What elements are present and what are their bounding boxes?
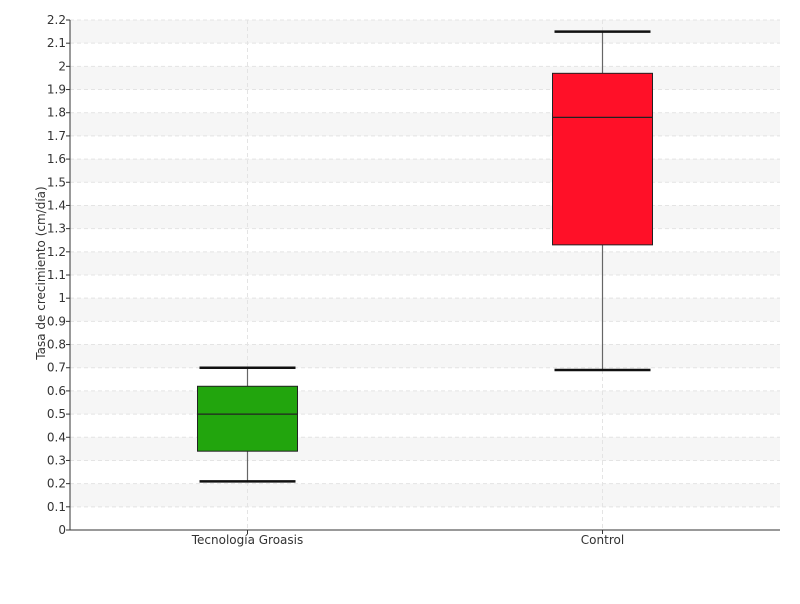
y-tick-label: 1.8: [47, 106, 66, 120]
y-tick-label: 1.2: [47, 245, 66, 259]
y-axis-title: Tasa de crecimiento (cm/día): [34, 186, 48, 360]
y-tick-label: 0.4: [47, 430, 66, 444]
y-tick-label: 0.3: [47, 453, 66, 467]
x-category-label: Control: [581, 533, 624, 547]
background-band: [70, 205, 780, 229]
y-tick-label: 0.9: [47, 314, 66, 328]
y-tick-label: 1.1: [47, 268, 66, 282]
background-band: [70, 251, 780, 275]
y-tick-label: 0: [58, 523, 66, 537]
box-2: [552, 30, 653, 372]
background-band: [70, 437, 780, 461]
y-tick-label: 1.5: [47, 175, 66, 189]
background-band: [70, 66, 780, 90]
background-bands: [70, 20, 780, 507]
box-iqr: [552, 72, 653, 246]
y-tick-label: 0.2: [47, 477, 66, 491]
box-1: [197, 366, 298, 483]
y-tick-label: 1.6: [47, 152, 66, 166]
y-tick-label: 0.8: [47, 338, 66, 352]
y-tick-label: 1: [58, 291, 66, 305]
gridlines: [70, 19, 780, 530]
y-tick-label: 0.6: [47, 384, 66, 398]
background-band: [70, 20, 780, 44]
y-tick-label: 2: [58, 59, 66, 73]
background-band: [70, 298, 780, 322]
y-tick-label: 1.3: [47, 222, 66, 236]
x-category-label: Tecnología Groasis: [191, 533, 304, 547]
y-tick-label: 0.7: [47, 361, 66, 375]
y-tick-label: 0.1: [47, 500, 66, 514]
y-tick-label: 1.4: [47, 198, 66, 212]
y-tick-label: 2.2: [47, 13, 66, 27]
box-iqr: [197, 385, 298, 452]
background-band: [70, 344, 780, 368]
labels: 0 0.1 0.2 0.3 0.4 0.5 0.6 0.7 0.8 0.9 1 1.1 1.2 1.3 1.…: [34, 13, 624, 547]
y-tick-label: 2.1: [47, 36, 66, 50]
y-tick-label: 0.5: [47, 407, 66, 421]
background-band: [70, 159, 780, 183]
axes: [66, 19, 780, 534]
background-band: [70, 390, 780, 415]
y-tick-label: 1.9: [47, 83, 66, 97]
background-band: [70, 112, 780, 136]
y-tick-label: 1.7: [47, 129, 66, 143]
boxes: [197, 30, 653, 483]
background-band: [70, 483, 780, 507]
